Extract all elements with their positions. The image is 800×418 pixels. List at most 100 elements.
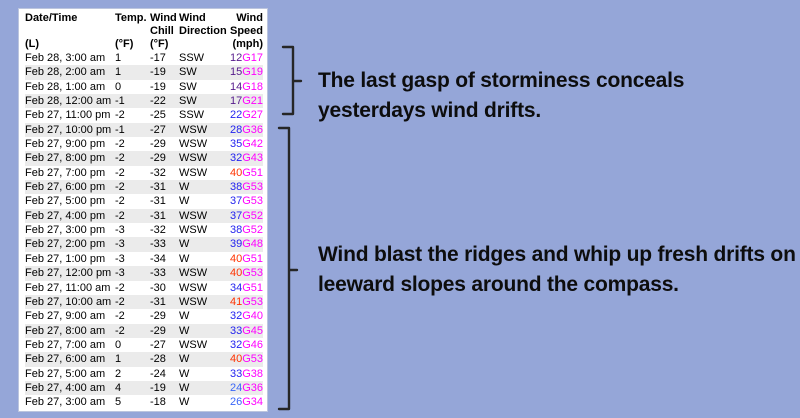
temp-cell: -2 [115, 138, 125, 151]
wind-speed-cell: 15G19 [223, 65, 263, 79]
temp-cell: -3 [115, 224, 125, 237]
wind-speed-cell: 40G51 [223, 252, 263, 266]
wind-chill-cell: -27 [150, 338, 166, 351]
wind-direction-cell: WSW [179, 123, 208, 136]
weather-table-card: Date/Time (L) Temp. (°F) Wind Chill (°F)… [18, 8, 268, 412]
wind-speed-value: 34 [229, 281, 243, 294]
wind-speed-cell: 33G38 [223, 367, 263, 381]
wind-speed-cell: 32G46 [223, 338, 263, 352]
table-row: Feb 27, 2:00 pm -3 -33 W 39G48 [25, 237, 263, 252]
annotation-top-line1: The last gasp of storminess conceals [318, 69, 685, 92]
wind-speed-value: 40 [229, 353, 243, 366]
wind-gust-value: G36 [242, 123, 263, 136]
temp-cell: -2 [115, 295, 125, 308]
date-time-cell: Feb 27, 10:00 am [25, 295, 112, 308]
wind-speed-value: 22 [229, 109, 243, 122]
wind-chill-cell: -32 [150, 224, 166, 237]
header-wind-chill: Wind Chill (°F) [150, 12, 179, 51]
wind-speed-cell: 32G40 [223, 309, 263, 323]
table-row: Feb 27, 4:00 am 4 -19 W 24G36 [25, 380, 263, 396]
wind-chill-cell: -31 [150, 209, 166, 222]
wind-gust-value: G52 [242, 209, 263, 222]
wind-speed-value: 26 [229, 396, 243, 409]
date-time-cell: Feb 27, 11:00 am [25, 281, 111, 294]
date-time-cell: Feb 27, 3:00 am [25, 396, 106, 409]
header-chill-line1: Wind [150, 12, 177, 24]
wind-speed-value: 38 [229, 224, 243, 237]
date-time-cell: Feb 27, 11:00 pm [25, 109, 111, 122]
date-time-cell: Feb 27, 5:00 pm [25, 195, 106, 208]
header-date-time: Date/Time (L) [25, 12, 115, 51]
table-row: Feb 27, 4:00 pm -2 -31 WSW 37G52 [25, 208, 263, 224]
wind-speed-cell: 38G52 [223, 223, 263, 237]
date-time-cell: Feb 27, 3:00 pm [25, 224, 106, 237]
date-time-cell: Feb 27, 1:00 pm [25, 252, 106, 265]
header-date-line2 [25, 25, 115, 38]
wind-direction-cell: WSW [179, 338, 208, 351]
wind-chill-cell: -29 [150, 152, 166, 165]
temp-cell: -2 [115, 181, 125, 194]
wind-gust-value: G18 [242, 80, 263, 93]
wind-gust-value: G34 [242, 396, 263, 409]
wind-gust-value: G53 [242, 181, 263, 194]
table-row: Feb 27, 6:00 pm -2 -31 W 38G53 [25, 180, 263, 195]
table-row: Feb 27, 5:00 am 2 -24 W 33G38 [25, 367, 263, 381]
wind-chill-cell: -19 [150, 66, 166, 79]
wind-speed-cell: 28G36 [223, 123, 263, 137]
temp-cell: 1 [115, 66, 122, 79]
wind-chill-cell: -33 [150, 267, 166, 280]
wind-speed-value: 37 [229, 195, 243, 208]
wind-speed-cell: 41G53 [223, 295, 263, 309]
wind-chill-cell: -28 [150, 353, 166, 366]
table-row: Feb 27, 9:00 am -2 -29 W 32G40 [25, 309, 263, 323]
table-row: Feb 27, 7:00 pm -2 -32 WSW 40G51 [25, 166, 263, 180]
header-temp: Temp. (°F) [115, 12, 150, 51]
wind-chill-cell: -29 [150, 310, 166, 323]
wind-gust-value: G45 [242, 324, 263, 337]
wind-gust-value: G21 [242, 95, 263, 108]
temp-cell: -2 [115, 152, 125, 165]
wind-chill-cell: -33 [150, 238, 166, 251]
wind-direction-cell: WSW [179, 166, 208, 179]
weather-table-header: Date/Time (L) Temp. (°F) Wind Chill (°F)… [25, 12, 263, 51]
table-row: Feb 28, 12:00 am -1 -22 SW 17G21 [25, 94, 263, 109]
wind-gust-value: G48 [242, 238, 263, 251]
wind-speed-value: 32 [229, 152, 243, 165]
wind-gust-value: G40 [242, 310, 263, 323]
date-time-cell: Feb 28, 3:00 am [25, 52, 106, 64]
wind-gust-value: G53 [242, 267, 263, 280]
temp-cell: -2 [115, 281, 125, 294]
wind-speed-value: 40 [229, 166, 243, 179]
header-temp-line2 [115, 25, 150, 38]
annotation-bottom-line2: leeward slopes around the compass. [318, 273, 679, 296]
header-speed-line2: Speed [229, 25, 263, 37]
wind-chill-cell: -17 [150, 52, 166, 64]
wind-direction-cell: SSW [179, 52, 205, 64]
annotation-top: The last gasp of storminess conceals yes… [318, 66, 684, 126]
temp-cell: -2 [115, 166, 125, 179]
wind-speed-cell: 40G53 [223, 352, 263, 366]
bracket-bottom-icon [277, 126, 299, 411]
table-row: Feb 27, 5:00 pm -2 -31 W 37G53 [25, 194, 263, 208]
date-time-cell: Feb 27, 8:00 am [25, 324, 106, 337]
wind-chill-cell: -18 [150, 396, 166, 409]
wind-direction-cell: W [179, 310, 190, 323]
wind-chill-cell: -32 [150, 166, 166, 179]
date-time-cell: Feb 28, 2:00 am [25, 66, 106, 79]
annotation-top-line2: yesterdays wind drifts. [318, 99, 541, 122]
table-row: Feb 27, 9:00 pm -2 -29 WSW 35G42 [25, 137, 263, 151]
wind-chill-cell: -25 [150, 109, 166, 122]
temp-cell: 1 [115, 353, 122, 366]
wind-chill-cell: -27 [150, 123, 166, 136]
wind-gust-value: G27 [242, 109, 263, 122]
temp-cell: -1 [115, 123, 125, 136]
header-wind-direction: Wind Direction [179, 12, 227, 51]
temp-cell: 4 [115, 381, 122, 394]
wind-speed-cell: 14G18 [223, 80, 263, 94]
wind-speed-value: 39 [229, 238, 243, 251]
date-time-cell: Feb 27, 7:00 pm [25, 166, 106, 179]
wind-gust-value: G51 [242, 166, 263, 179]
table-row: Feb 28, 1:00 am 0 -19 SW 14G18 [25, 80, 263, 94]
header-speed-line3: (mph) [232, 38, 263, 50]
header-chill-line3: (°F) [150, 38, 169, 50]
